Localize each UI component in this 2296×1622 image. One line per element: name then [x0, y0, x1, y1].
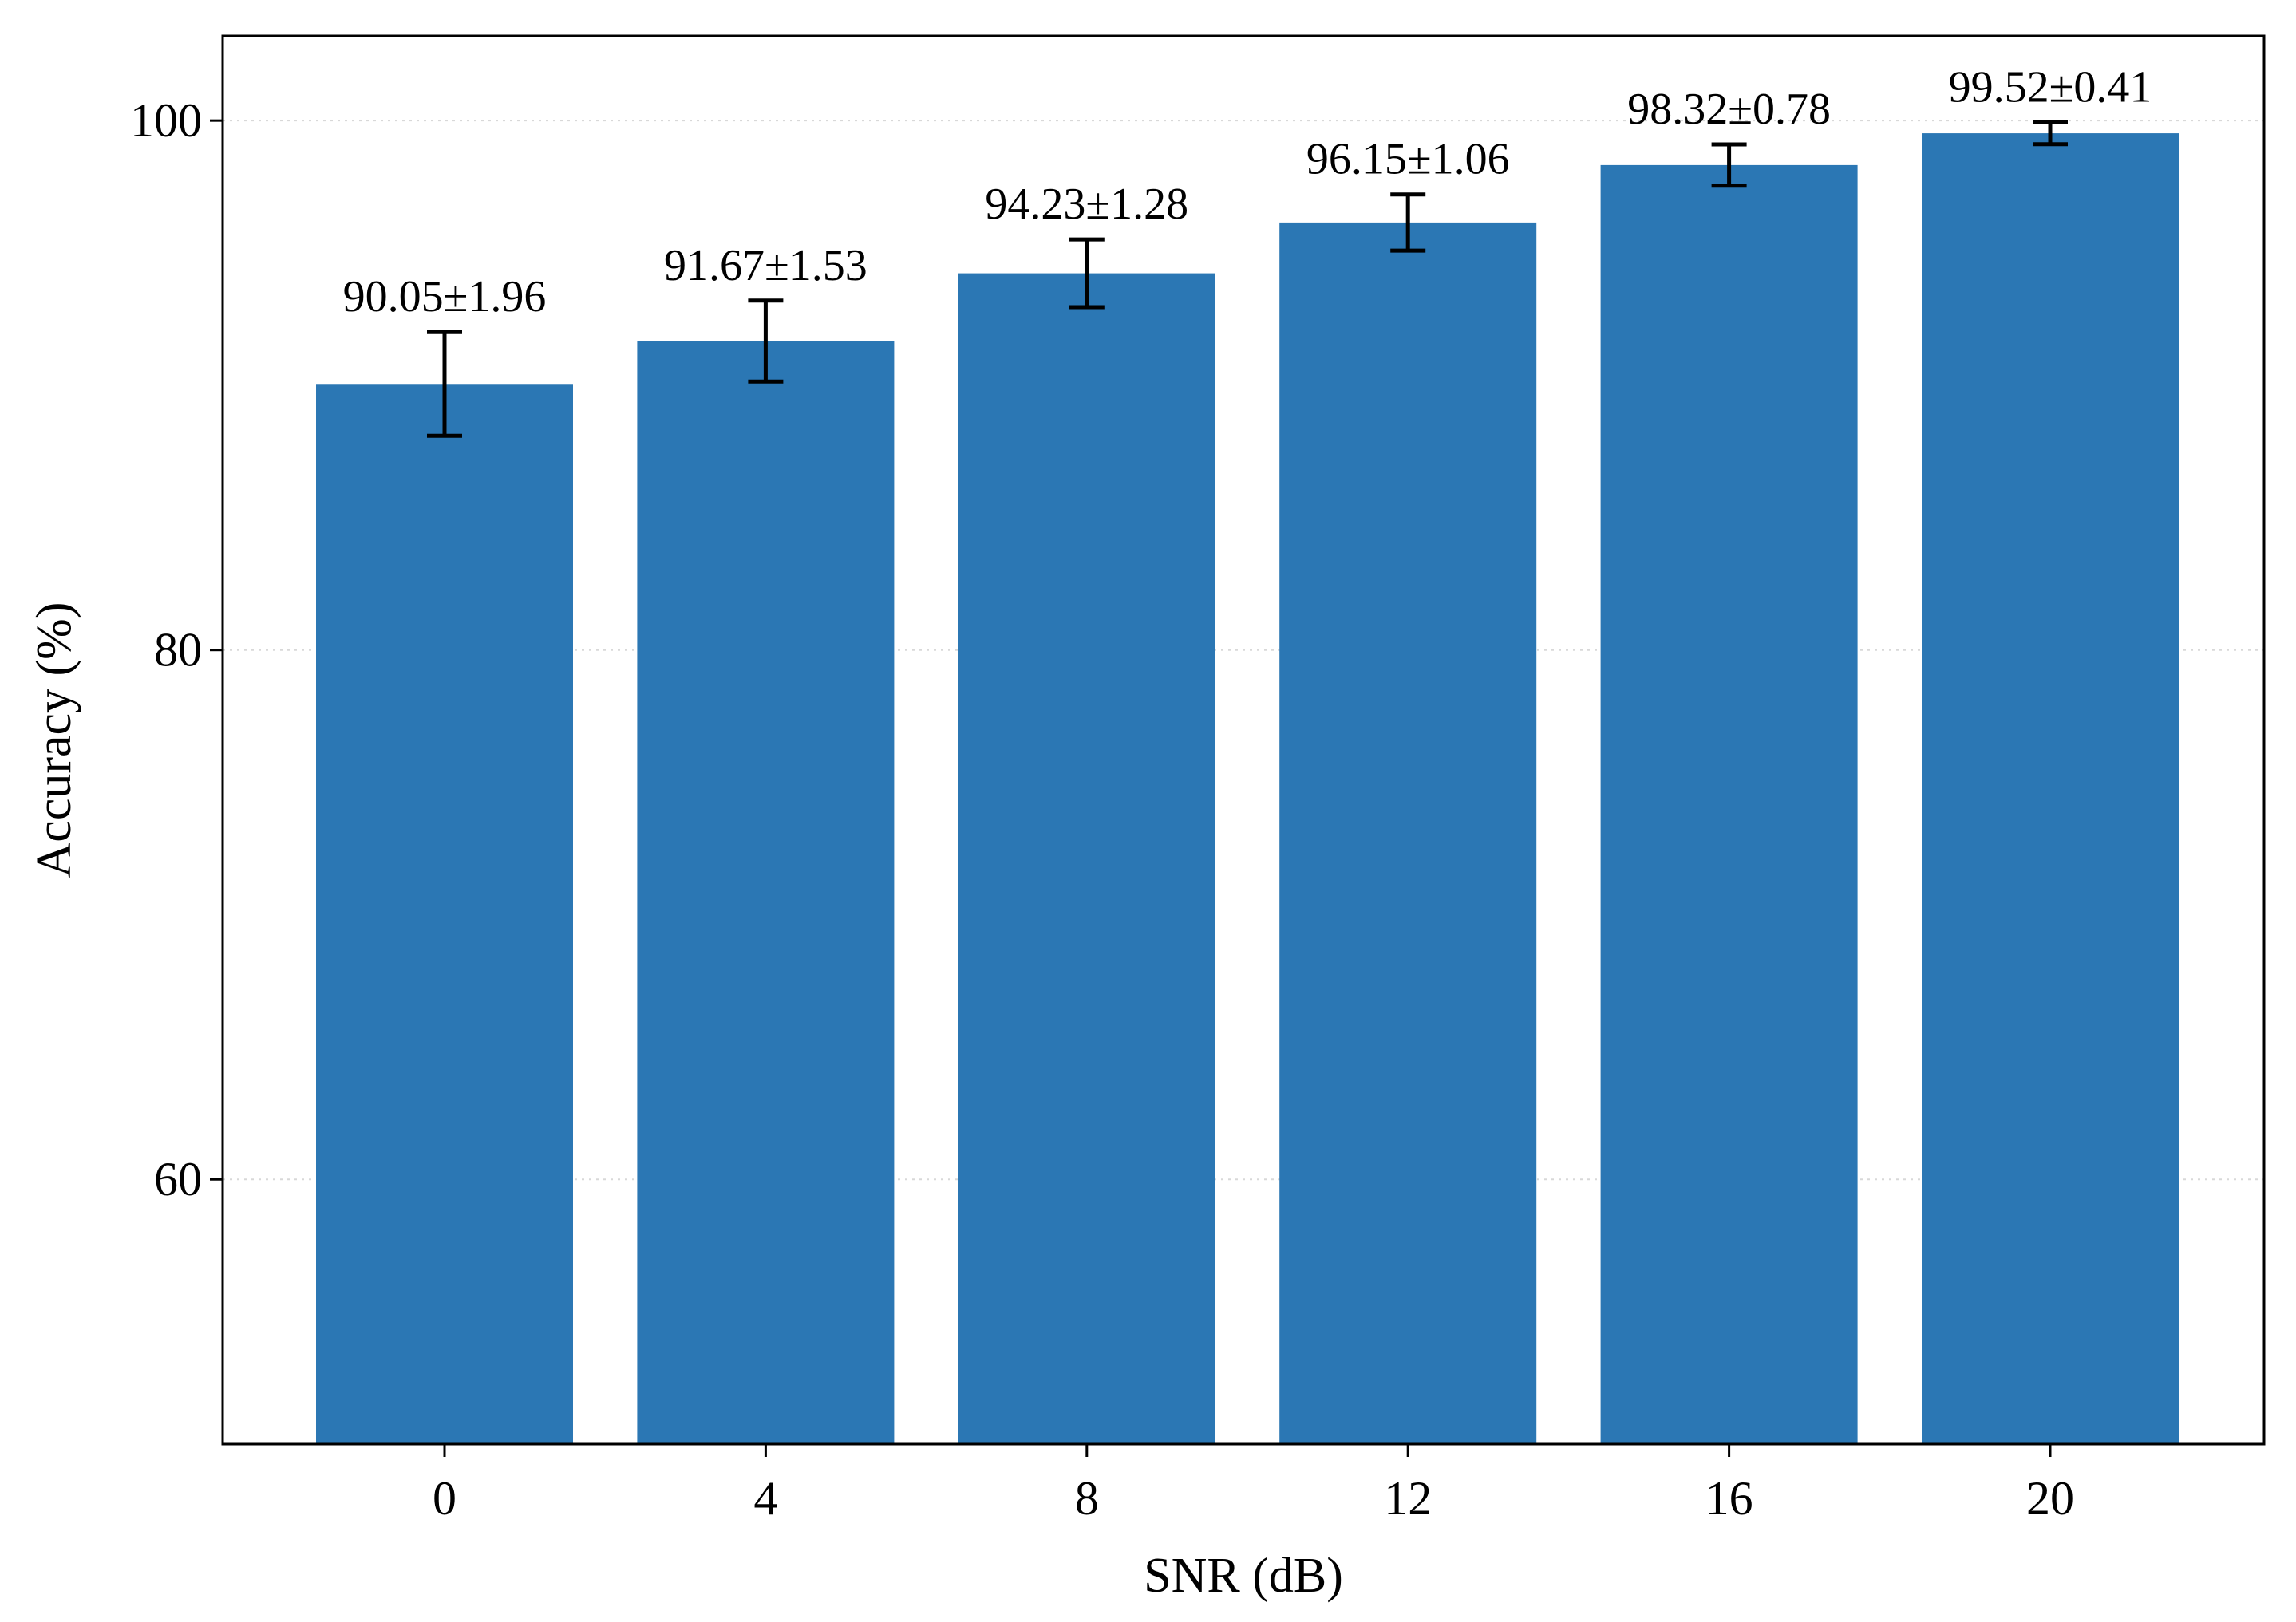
data-label: 94.23±1.28 [985, 180, 1188, 229]
bar [316, 384, 573, 1445]
data-label: 98.32±0.78 [1627, 85, 1831, 134]
data-label: 91.67±1.53 [664, 241, 867, 290]
error-bars [427, 120, 2068, 438]
x-tick-label: 16 [1705, 1472, 1753, 1525]
data-labels: 90.05±1.96 91.67±1.53 94.23±1.28 96.15±1.06… [343, 62, 2152, 322]
y-tick-label: 60 [154, 1153, 202, 1206]
x-axis-ticks: 0 4 8 12 16 20 [433, 1444, 2074, 1525]
data-label: 90.05±1.96 [343, 272, 547, 322]
y-tick-label: 80 [154, 624, 202, 677]
bars [316, 133, 2179, 1445]
y-axis-title: Accuracy (%) [27, 602, 81, 878]
bar [1922, 133, 2179, 1445]
data-label: 99.52±0.41 [1949, 62, 2152, 112]
x-tick-label: 0 [433, 1472, 456, 1525]
x-tick-label: 12 [1384, 1472, 1432, 1525]
bar [958, 273, 1215, 1444]
y-tick-label: 100 [130, 94, 202, 147]
x-tick-label: 8 [1075, 1472, 1099, 1525]
x-tick-label: 4 [753, 1472, 777, 1525]
bar [1279, 222, 1537, 1444]
plot-frame [221, 34, 2266, 1446]
data-label: 96.15±1.06 [1306, 135, 1510, 184]
grid-lines [223, 120, 2264, 1181]
bar [637, 341, 895, 1445]
x-axis-title: SNR (dB) [1144, 1549, 1343, 1603]
bar [1600, 164, 1858, 1445]
y-axis-ticks: 60 80 100 [130, 94, 223, 1206]
x-tick-label: 20 [2026, 1472, 2074, 1525]
